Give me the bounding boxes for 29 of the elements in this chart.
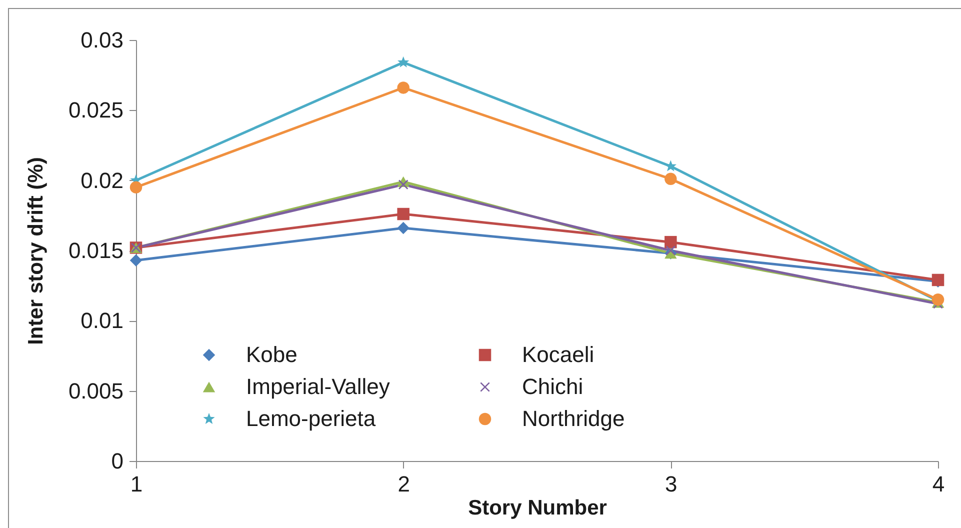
point — [130, 254, 142, 266]
point — [398, 56, 410, 68]
point — [397, 208, 410, 220]
legend-label: Northridge — [522, 406, 625, 431]
legend-label: Kobe — [246, 342, 298, 367]
point — [397, 82, 410, 94]
y-tick-label: 0.005 — [68, 378, 124, 404]
y-tick-label: 0.02 — [80, 168, 124, 193]
point — [664, 172, 677, 186]
point — [666, 246, 676, 256]
x-tick-label: 2 — [398, 472, 410, 496]
point — [130, 181, 142, 194]
legend-label: Kocaeli — [522, 342, 594, 367]
y-tick-label: 0 — [111, 448, 124, 474]
point — [664, 236, 677, 248]
x-tick-label: 1 — [130, 472, 143, 496]
y-tick-label: 0.03 — [80, 28, 124, 52]
y-tick-label: 0.015 — [68, 238, 124, 263]
legend-label: Lemo-perieta — [246, 406, 376, 431]
legend-label: Chichi — [522, 374, 584, 399]
y-tick-label: 0.01 — [80, 308, 124, 334]
point — [398, 180, 408, 190]
x-tick-label: 3 — [665, 472, 678, 496]
legend-label: Imperial-Valley — [246, 374, 390, 399]
x-tick-label: 4 — [932, 472, 945, 496]
point — [397, 222, 410, 234]
y-axis-title: Inter story drift (%) — [24, 157, 48, 345]
y-tick-label: 0.025 — [68, 98, 124, 123]
x-axis-title: Story Number — [468, 496, 607, 520]
